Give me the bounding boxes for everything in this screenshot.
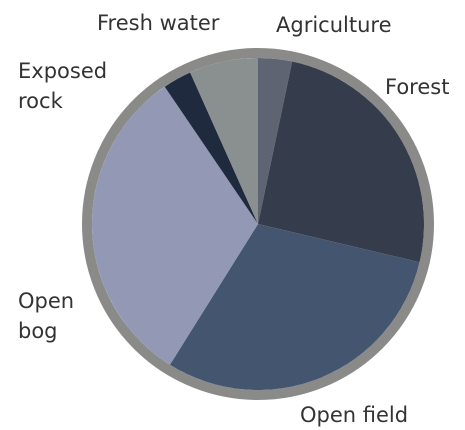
slice-label: Agriculture (276, 13, 392, 37)
pie-slice (258, 61, 425, 263)
pie-slice (169, 224, 420, 390)
pie-slice (258, 58, 293, 224)
slice-label: Forest (385, 75, 450, 99)
slice-label: Exposed rock (18, 59, 108, 113)
slice-label: Fresh water (97, 11, 220, 35)
pie-slice (190, 58, 258, 224)
pie-slice (92, 86, 258, 365)
pie-slice (164, 72, 258, 224)
pie-border (82, 48, 434, 400)
slice-label: Open bog (18, 289, 75, 343)
slice-label: Open field (300, 403, 409, 427)
